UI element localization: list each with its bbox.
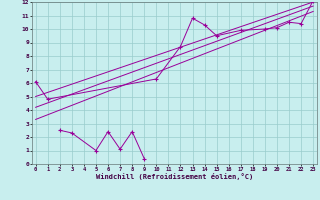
X-axis label: Windchill (Refroidissement éolien,°C): Windchill (Refroidissement éolien,°C)	[96, 173, 253, 180]
